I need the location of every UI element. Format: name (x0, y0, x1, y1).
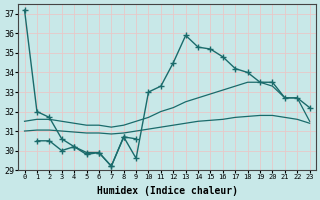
X-axis label: Humidex (Indice chaleur): Humidex (Indice chaleur) (97, 186, 237, 196)
